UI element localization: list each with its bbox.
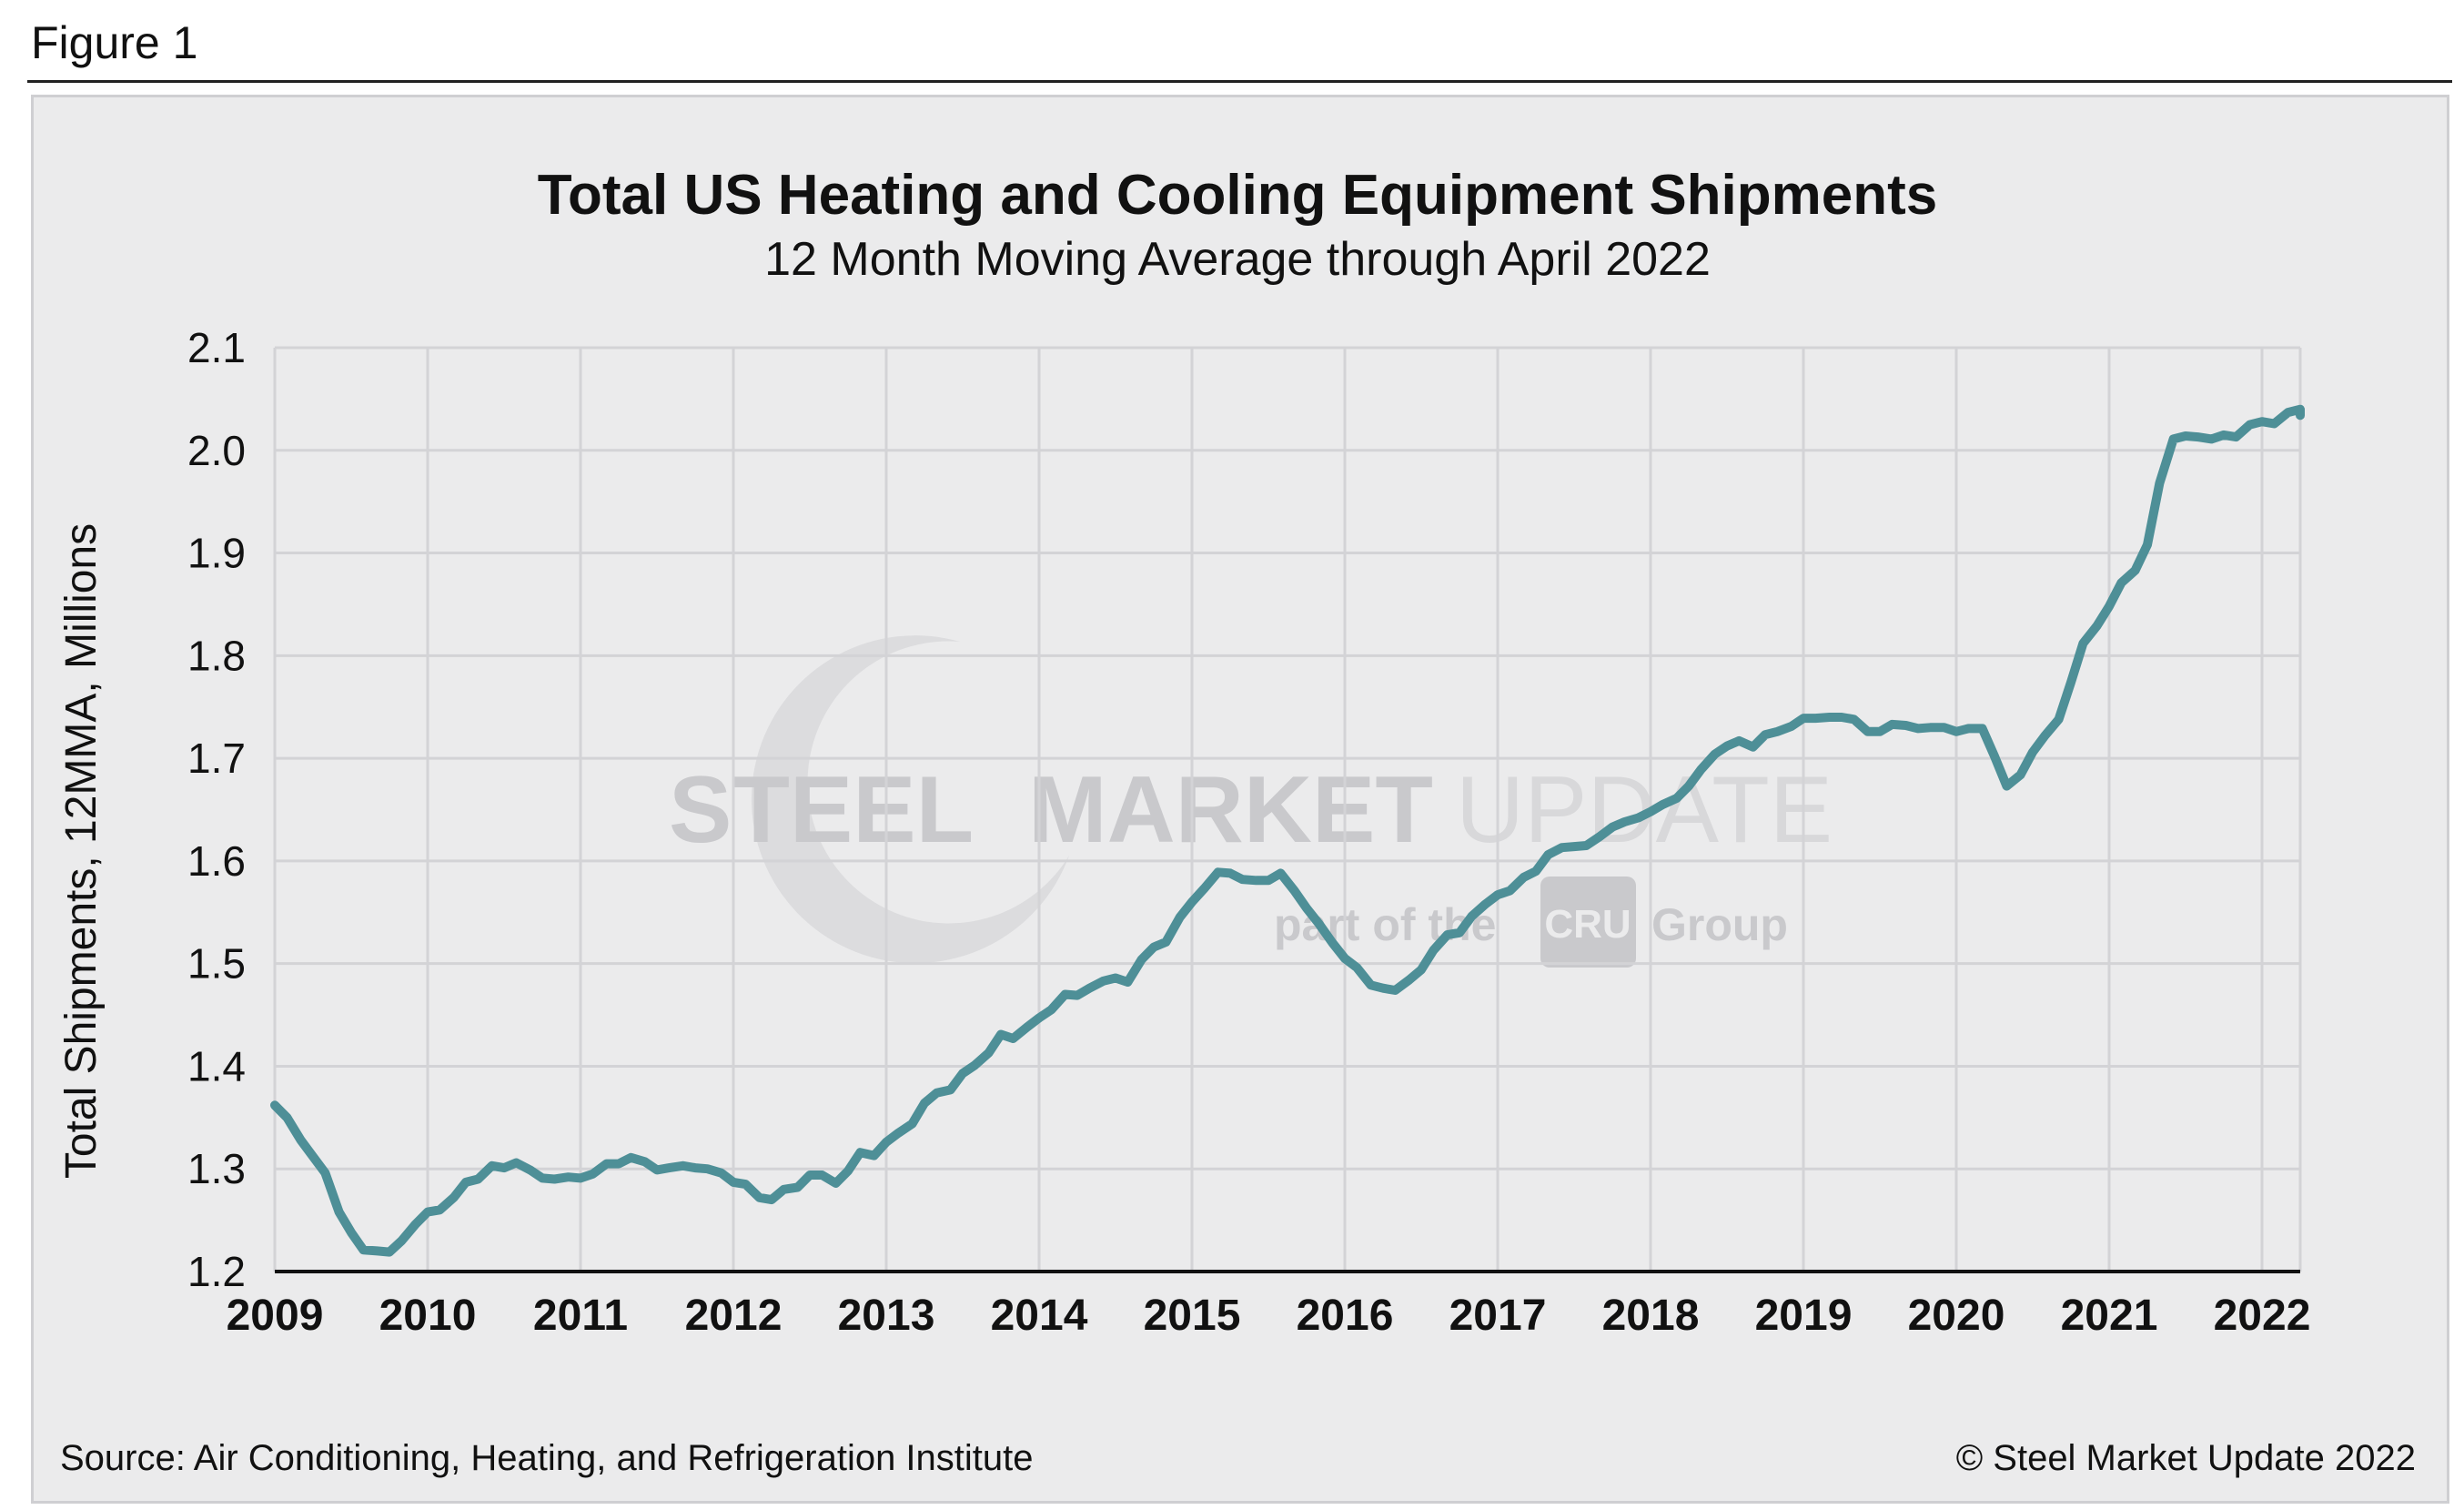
x-tick-label: 2010 (379, 1292, 477, 1340)
watermark-sub-right: Group (1651, 899, 1788, 950)
y-tick-label: 1.2 (187, 1248, 246, 1295)
figure-rule (27, 80, 2452, 83)
x-tick-label: 2015 (1144, 1292, 1241, 1340)
y-axis-label: Total Shipments, 12MMA, Millions (57, 523, 106, 1179)
series-line (270, 404, 2305, 1257)
chart-title: Total US Heating and Cooling Equipment S… (538, 164, 1938, 227)
y-axis-ticks: 1.2 1.3 1.4 1.5 1.6 1.7 1.8 1.9 2.0 2.1 (187, 324, 246, 1295)
y-tick-label: 1.5 (187, 940, 246, 988)
watermark-word-market: MARKET (1028, 757, 1433, 863)
y-tick-label: 1.7 (187, 735, 246, 782)
figure-label: Figure 1 (31, 17, 198, 68)
x-tick-label: 2021 (2061, 1292, 2158, 1340)
watermark-cru-logo-icon (1540, 877, 1636, 968)
x-tick-label: 2013 (838, 1292, 935, 1340)
source-note: Source: Air Conditioning, Heating, and R… (60, 1438, 1034, 1478)
chart-subtitle: 12 Month Moving Average through April 20… (764, 233, 1711, 286)
y-tick-label: 2.1 (187, 324, 246, 371)
x-tick-label: 2020 (1908, 1292, 2005, 1340)
watermark: STEEL MARKET UPDATE part of the CRU Grou… (669, 635, 1833, 968)
y-tick-label: 1.8 (187, 632, 246, 679)
y-tick-label: 2.0 (187, 427, 246, 474)
x-tick-label: 2014 (991, 1292, 1088, 1340)
x-tick-label: 2011 (533, 1292, 628, 1340)
grid (273, 346, 2302, 1272)
copyright-note: © Steel Market Update 2022 (1956, 1438, 2416, 1478)
x-tick-label: 2012 (685, 1292, 783, 1340)
x-tick-label: 2018 (1602, 1292, 1700, 1340)
x-tick-label: 2017 (1449, 1292, 1547, 1340)
watermark-crescent-icon (751, 635, 1069, 964)
watermark-word-steel: STEEL (669, 757, 974, 863)
x-tick-label: 2022 (2214, 1292, 2311, 1340)
watermark-cru-label: CRU (1544, 902, 1631, 947)
x-tick-label: 2009 (227, 1292, 324, 1340)
y-tick-label: 1.6 (187, 837, 246, 885)
plot-area (275, 348, 2300, 1272)
x-tick-label: 2016 (1297, 1292, 1394, 1340)
x-axis-ticks: 2009 2010 2011 2012 2013 2014 2015 2016 2017 2018… (227, 1292, 2311, 1340)
y-tick-label: 1.9 (187, 530, 246, 577)
y-tick-label: 1.4 (187, 1042, 246, 1089)
series-group (270, 404, 2305, 1257)
y-tick-label: 1.3 (187, 1145, 246, 1192)
x-tick-label: 2019 (1755, 1292, 1853, 1340)
